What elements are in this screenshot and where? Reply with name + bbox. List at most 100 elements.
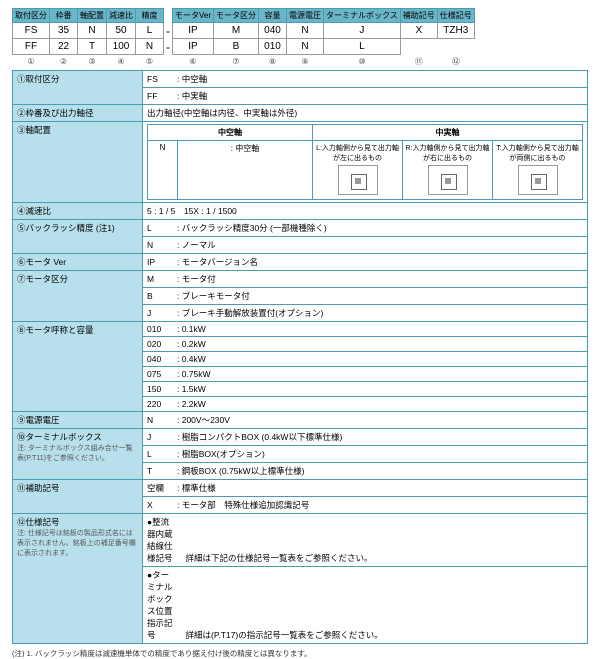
code-key: 075 bbox=[147, 369, 177, 379]
code-value: N bbox=[287, 39, 324, 55]
code-value: N bbox=[78, 23, 107, 39]
code-value: 35 bbox=[50, 23, 78, 39]
code-key: 220 bbox=[147, 399, 177, 409]
spec-label: ④減速比 bbox=[13, 202, 143, 219]
code-desc: : 標準仕様 bbox=[177, 483, 216, 493]
code-desc: : 1.5kW bbox=[177, 384, 206, 394]
spec-label: ⑧モータ呼称と容量 bbox=[13, 321, 143, 411]
code-key: 010 bbox=[147, 324, 177, 334]
code-desc: : ブレーキモータ付 bbox=[177, 291, 250, 301]
spec-label: ②枠番及び出力軸径 bbox=[13, 104, 143, 121]
code-desc: : ブレーキ手動解放装置付(オプション) bbox=[177, 308, 323, 318]
spec-label: ⑨電源電圧 bbox=[13, 411, 143, 428]
index-number: ③ bbox=[78, 55, 107, 68]
code-key: L bbox=[147, 449, 177, 459]
header-cell: 補助記号 bbox=[400, 9, 437, 23]
code-desc: : モータバージョン名 bbox=[177, 257, 258, 267]
header-cell: 容量 bbox=[259, 9, 287, 23]
diagram-t bbox=[518, 165, 558, 195]
code-key: J bbox=[147, 308, 177, 318]
code-value: L bbox=[324, 39, 401, 55]
header-cell: ターミナルボックス bbox=[324, 9, 401, 23]
index-number: ④ bbox=[107, 55, 136, 68]
code-key: 040 bbox=[147, 354, 177, 364]
code-desc: : バックラッシ精度30分 (一部機種除く) bbox=[177, 223, 327, 233]
code-key: J bbox=[147, 432, 177, 442]
index-number: ② bbox=[50, 55, 78, 68]
header-cell: モータVer bbox=[173, 9, 214, 23]
code-key: FF bbox=[147, 91, 177, 101]
header-cell: モータ区分 bbox=[214, 9, 259, 23]
spec-label: ⑪補助記号 bbox=[13, 479, 143, 513]
code-desc: : 0.75kW bbox=[177, 369, 211, 379]
code-designation-table: 取付区分枠番軸配置減速比精度モータVerモータ区分容量電源電圧ターミナルボックス… bbox=[12, 8, 475, 68]
code-value: N bbox=[287, 23, 324, 39]
diagram-r bbox=[428, 165, 468, 195]
code-key: 020 bbox=[147, 339, 177, 349]
index-number: ⑤ bbox=[136, 55, 164, 68]
code-value: X bbox=[400, 23, 437, 39]
index-number: ⑧ bbox=[259, 55, 287, 68]
code-desc: : 中実軸 bbox=[177, 91, 207, 101]
spec-label: ⑫仕様記号注: 仕様記号は銘板の製品形式名には表示されません。銘板上の補足番号欄… bbox=[13, 513, 143, 643]
index-number: ⑫ bbox=[437, 55, 474, 68]
header-cell: 取付区分 bbox=[13, 9, 50, 23]
code-value: TZH3 bbox=[437, 23, 474, 39]
spec-label: ③軸配置 bbox=[13, 121, 143, 202]
code-key: N bbox=[147, 240, 177, 250]
code-key: 150 bbox=[147, 384, 177, 394]
diagram-l bbox=[338, 165, 378, 195]
code-key: B bbox=[147, 291, 177, 301]
code-value: 50 bbox=[107, 23, 136, 39]
header-cell: 減速比 bbox=[107, 9, 136, 23]
spec-label: ⑥モータ Ver bbox=[13, 253, 143, 270]
code-key: T bbox=[147, 466, 177, 476]
index-number: ⑥ bbox=[173, 55, 214, 68]
code-key: ●整流器内蔵結線仕様記号 bbox=[147, 516, 177, 564]
code-desc: : モータ部 特殊仕様追加認識記号 bbox=[177, 500, 309, 510]
spec-label: ⑩ターミナルボックス注: ターミナルボックス組み合せ一覧表(P.T11)をご参照… bbox=[13, 428, 143, 479]
index-number: ① bbox=[13, 55, 50, 68]
code-key: M bbox=[147, 274, 177, 284]
code-value: N bbox=[136, 39, 164, 55]
code-value: L bbox=[136, 23, 164, 39]
code-value: J bbox=[324, 23, 401, 39]
code-desc: : 0.4kW bbox=[177, 354, 206, 364]
code-key: N bbox=[147, 415, 177, 425]
code-desc: : 0.2kW bbox=[177, 339, 206, 349]
code-desc: : 0.1kW bbox=[177, 324, 206, 334]
index-number: ⑨ bbox=[287, 55, 324, 68]
code-desc: : 2.2kW bbox=[177, 399, 206, 409]
header-cell: 精度 bbox=[136, 9, 164, 23]
code-desc: 詳細は(P.T17)の指示記号一覧表をご参照ください。 bbox=[177, 630, 383, 640]
index-number: ⑦ bbox=[214, 55, 259, 68]
code-value: 010 bbox=[259, 39, 287, 55]
spec-label: ⑤バックラッシ精度 (注1) bbox=[13, 219, 143, 253]
code-key: 空欄 bbox=[147, 482, 177, 494]
code-desc: : 樹脂BOX(オプション) bbox=[177, 449, 265, 459]
spec-label: ①取付区分 bbox=[13, 70, 143, 104]
code-value: M bbox=[214, 23, 259, 39]
code-key: IP bbox=[147, 257, 177, 267]
header-cell: 枠番 bbox=[50, 9, 78, 23]
header-cell: 電源電圧 bbox=[287, 9, 324, 23]
code-desc: : 中空軸 bbox=[177, 74, 207, 84]
code-value: FF bbox=[13, 39, 50, 55]
code-desc: : 樹脂コンパクトBOX (0.4kW以下標準仕様) bbox=[177, 432, 342, 442]
footnote: (注) 1. バックラッシ精度は減速機単体での精度であり据え付け後の精度とは異な… bbox=[12, 648, 588, 659]
code-key: L bbox=[147, 223, 177, 233]
code-key: X bbox=[147, 500, 177, 510]
code-desc: : ノーマル bbox=[177, 240, 216, 250]
code-desc: 詳細は下記の仕様記号一覧表をご参照ください。 bbox=[177, 553, 373, 563]
index-number: ⑩ bbox=[324, 55, 401, 68]
code-key: ●ターミナルボックス位置指示記号 bbox=[147, 569, 177, 641]
code-value: IP bbox=[173, 23, 214, 39]
code-value: T bbox=[78, 39, 107, 55]
code-desc: : 鋼板BOX (0.75kW以上標準仕様) bbox=[177, 466, 305, 476]
code-value: B bbox=[214, 39, 259, 55]
code-desc: : 200V〜230V bbox=[177, 415, 230, 425]
header-cell: 軸配置 bbox=[78, 9, 107, 23]
code-value: IP bbox=[173, 39, 214, 55]
code-desc: : モータ付 bbox=[177, 274, 216, 284]
code-key: FS bbox=[147, 74, 177, 84]
